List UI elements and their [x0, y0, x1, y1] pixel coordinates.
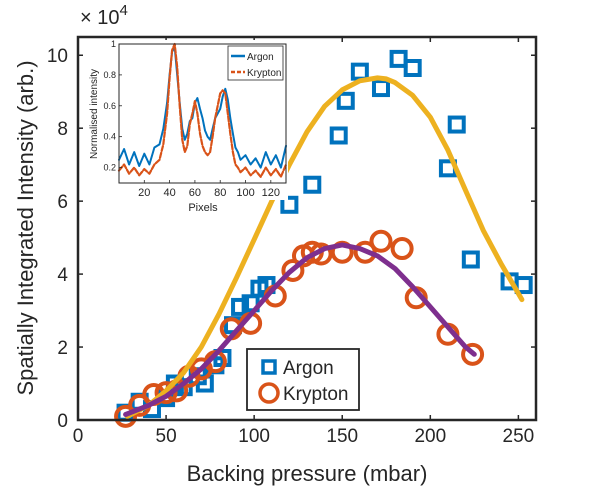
argon-point [336, 91, 355, 110]
inset-plot-layer [117, 42, 288, 178]
inset-argon-line [118, 46, 287, 169]
krypton-point [390, 237, 414, 261]
y-axis-multiplier: × 104 [80, 2, 128, 29]
inset-legend: Argon Krypton [227, 45, 284, 81]
inset-x-tick-label: 100 [236, 187, 254, 199]
y-tick-label: 2 [57, 338, 68, 359]
inset-x-axis-label: Pixels [188, 202, 218, 214]
krypton-fit-line [123, 242, 477, 417]
inset-axes-frame [118, 43, 287, 184]
inset-chart: 20 40 60 80 100 120 0.2 0.4 0.6 0.8 1 Pixels Norma… [88, 39, 288, 214]
x-tick-label: 150 [326, 426, 358, 447]
y-tick-label: 10 [47, 46, 68, 67]
x-tick-label: 250 [503, 426, 535, 447]
x-axis-label: Backing pressure (mbar) [187, 461, 428, 486]
inset-y-tick-label: 0.4 [103, 132, 116, 142]
inset-legend-label-argon: Argon [247, 52, 274, 63]
y-tick-label: 6 [57, 192, 68, 213]
inset-legend-label-krypton: Krypton [247, 68, 281, 79]
argon-point [280, 195, 299, 214]
legend-label-krypton: Krypton [283, 384, 348, 405]
inset-krypton-line [117, 42, 288, 178]
x-tick-label: 0 [73, 426, 84, 447]
legend-marker-krypton [258, 382, 280, 404]
krypton-point [154, 381, 178, 405]
y-multiplier-exponent: 4 [119, 2, 127, 19]
legend-label-argon: Argon [283, 358, 334, 379]
inset-legend-box [227, 45, 284, 81]
y-tick-label: 8 [57, 119, 68, 140]
inset-x-tick-label: 60 [189, 187, 201, 199]
argon-point [447, 115, 466, 134]
argon-point [403, 59, 422, 78]
inset-y-tick-label: 1 [111, 39, 116, 49]
main-legend: Argon Krypton [246, 348, 360, 411]
argon-point [514, 276, 533, 295]
legend-marker-argon [261, 359, 277, 375]
x-tick-label: 50 [156, 426, 177, 447]
inset-y-tick-label: 0.6 [103, 101, 116, 111]
argon-point [461, 250, 480, 269]
krypton-point [461, 342, 485, 366]
krypton-point [114, 404, 138, 428]
inset-x-tick-label: 20 [138, 187, 150, 199]
inset-y-tick-label: 0.8 [103, 70, 116, 80]
inset-ticks: 20 40 60 80 100 120 0.2 0.4 0.6 0.8 1 [103, 39, 280, 199]
krypton-point [281, 258, 305, 282]
argon-fit-line [124, 75, 525, 419]
y-tick-label: 4 [57, 265, 68, 286]
main-axes-frame [76, 35, 538, 422]
argon-point [389, 49, 408, 68]
x-tick-label: 200 [414, 426, 446, 447]
inset-x-tick-label: 40 [163, 187, 175, 199]
main-ticks: 0 50 100 150 200 250 0 2 4 6 8 10 [47, 37, 536, 447]
inset-y-tick-label: 0.2 [103, 163, 116, 173]
inset-x-tick-label: 120 [262, 187, 280, 199]
y-tick-label: 0 [57, 411, 68, 432]
main-plot-layer [114, 49, 533, 428]
x-tick-label: 100 [238, 426, 270, 447]
inset-x-tick-label: 80 [214, 187, 226, 199]
argon-point [350, 62, 369, 81]
argon-point [371, 79, 390, 98]
argon-point [329, 126, 348, 145]
krypton-point [369, 229, 393, 253]
inset-y-axis-label: Normalised intensity [89, 69, 100, 159]
y-axis-label: Spatially Integrated Intensity (arb.) [13, 60, 38, 395]
y-multiplier-base: × 10 [80, 7, 119, 29]
argon-point [303, 175, 322, 194]
argon-point [231, 297, 250, 316]
